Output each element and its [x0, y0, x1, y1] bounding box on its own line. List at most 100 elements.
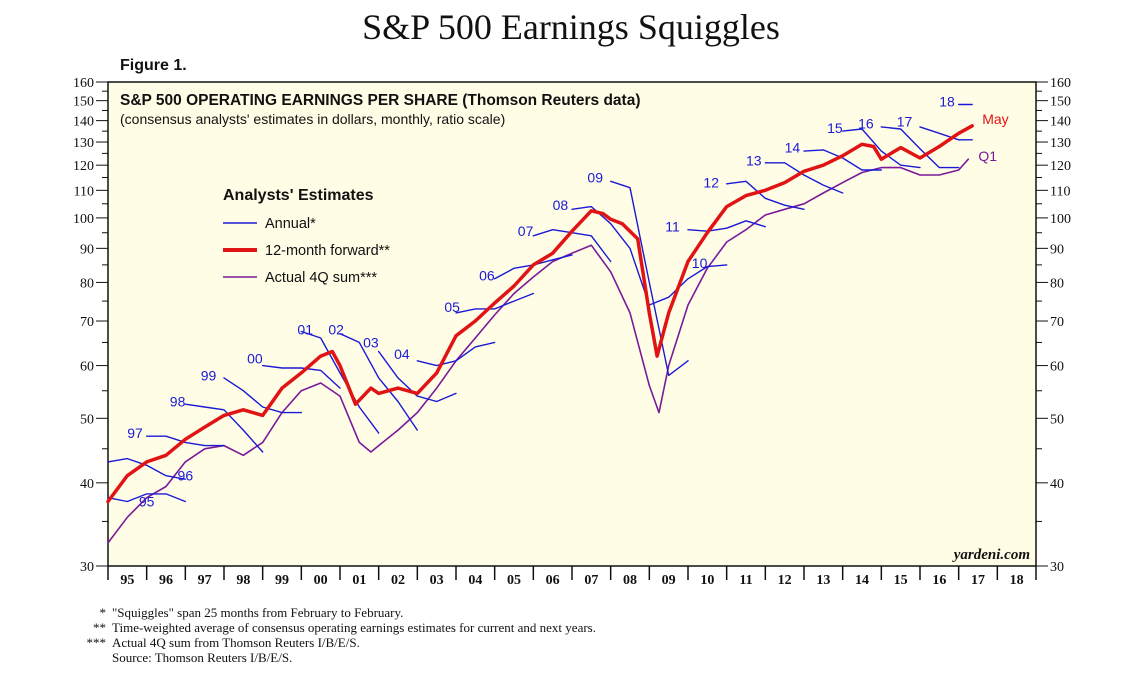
- x-tick-label: 10: [700, 573, 714, 588]
- footnotes: * "Squiggles" span 25 months from Februa…: [78, 605, 596, 665]
- forward-12m-line: [106, 124, 974, 504]
- squiggle-label-14: 14: [785, 140, 801, 156]
- y-tick-label-left: 150: [73, 95, 94, 110]
- chart-subtitle: (consensus analysts' estimates in dollar…: [120, 111, 505, 127]
- x-tick-label: 18: [1010, 573, 1024, 588]
- y-tick-label-right: 50: [1050, 412, 1064, 427]
- y-tick-label-left: 140: [73, 115, 94, 130]
- squiggle-label-07: 07: [518, 223, 534, 239]
- squiggle-label-01: 01: [297, 321, 313, 337]
- y-tick-label-right: 130: [1050, 136, 1071, 151]
- y-tick-label-right: 30: [1050, 560, 1064, 575]
- y-tick-label-left: 70: [80, 315, 94, 330]
- footnote-source: Source: Thomson Reuters I/B/E/S.: [112, 650, 293, 665]
- annual-squiggle-16: [880, 126, 960, 169]
- squiggle-label-96: 96: [178, 468, 194, 484]
- x-tick-label: 98: [236, 573, 250, 588]
- x-tick-label: 15: [894, 573, 908, 588]
- y-tick-label-right: 80: [1050, 276, 1064, 291]
- x-tick-label: 96: [159, 573, 173, 588]
- squiggle-label-00: 00: [247, 350, 263, 366]
- y-tick-label-right: 60: [1050, 360, 1064, 375]
- squiggle-label-10: 10: [692, 255, 708, 271]
- y-tick-label-left: 120: [73, 159, 94, 174]
- footnote-2: ** Time-weighted average of consensus op…: [93, 620, 596, 635]
- forward-end-label: May: [982, 111, 1008, 127]
- annual-squiggle-03: [378, 350, 457, 403]
- y-tick-label-left: 160: [73, 76, 94, 91]
- y-tick-label-left: 80: [80, 276, 94, 291]
- y-tick-label-right: 110: [1050, 184, 1070, 199]
- x-tick-label: 08: [623, 573, 637, 588]
- annual-squiggle-17: [919, 126, 973, 141]
- series-lines: [106, 103, 974, 544]
- y-tick-label-right: 90: [1050, 242, 1064, 257]
- squiggle-label-04: 04: [394, 346, 410, 362]
- annual-squiggle-12: [726, 180, 805, 211]
- squiggle-label-15: 15: [827, 120, 843, 136]
- y-tick-label-left: 90: [80, 242, 94, 257]
- annual-squiggle-97: [145, 435, 225, 447]
- x-tick-label: 13: [816, 573, 830, 588]
- footnote-3: *** Actual 4Q sum from Thomson Reuters I…: [86, 635, 360, 650]
- annual-squiggle-15: [842, 128, 921, 169]
- y-tick-label-right: 120: [1050, 159, 1071, 174]
- y-tick-label-left: 50: [80, 412, 94, 427]
- actual-4q-line: [107, 158, 970, 544]
- y-tick-label-right: 100: [1050, 212, 1071, 227]
- squiggle-label-03: 03: [363, 334, 379, 350]
- legend-label-forward: 12-month forward**: [265, 243, 390, 259]
- x-tick-label: 09: [662, 573, 676, 588]
- annual-squiggle-13: [764, 162, 844, 194]
- y-tick-label-right: 70: [1050, 315, 1064, 330]
- x-tick-label: 12: [778, 573, 792, 588]
- annual-squiggle-96: [107, 457, 187, 480]
- annual-squiggle-11: [687, 220, 766, 232]
- x-tick-label: 07: [584, 573, 598, 588]
- annual-squiggle-98: [184, 403, 264, 453]
- annual-squiggle-10: [648, 264, 728, 306]
- x-tick-label: 03: [430, 573, 444, 588]
- x-tick-label: 95: [120, 573, 134, 588]
- legend-label-actual: Actual 4Q sum***: [265, 270, 377, 286]
- annual-squiggle-99: [223, 377, 302, 414]
- squiggle-label-11: 11: [665, 219, 680, 235]
- y-tick-label-left: 130: [73, 136, 94, 151]
- source-label: yardeni.com: [952, 547, 1030, 563]
- footnote-1: * "Squiggles" span 25 months from Februa…: [99, 605, 404, 620]
- squiggle-label-99: 99: [201, 367, 217, 383]
- figure-label: Figure 1.: [120, 57, 187, 74]
- annual-squiggle-14: [803, 149, 882, 171]
- squiggle-label-02: 02: [328, 321, 344, 337]
- x-tick-label: 01: [352, 573, 366, 588]
- squiggle-label-17: 17: [897, 114, 913, 130]
- x-tick-label: 04: [468, 573, 482, 588]
- annual-squiggle-05: [455, 292, 534, 314]
- y-tick-label-left: 40: [80, 477, 94, 492]
- page-title: S&P 500 Earnings Squiggles: [362, 7, 780, 47]
- squiggle-label-13: 13: [746, 152, 762, 168]
- plot-area: [107, 81, 1037, 567]
- x-tick-label: 05: [507, 573, 521, 588]
- squiggle-label-98: 98: [170, 393, 186, 409]
- squiggle-label-09: 09: [587, 169, 603, 185]
- y-tick-label-left: 110: [74, 184, 94, 199]
- squiggle-label-18: 18: [939, 94, 955, 110]
- squiggle-label-16: 16: [858, 116, 874, 132]
- chart-title: S&P 500 OPERATING EARNINGS PER SHARE (Th…: [120, 92, 641, 109]
- legend: Analysts' Estimates Annual* 12-month for…: [223, 187, 390, 286]
- y-tick-label-right: 40: [1050, 477, 1064, 492]
- squiggle-label-12: 12: [703, 175, 719, 191]
- squiggle-labels: 95 96 97 98 99 00 01 02 03 04 05 06 07 08 09 10 11 12 13 14…: [127, 94, 955, 510]
- annual-squiggle-08: [571, 205, 650, 306]
- annual-squiggle-04: [416, 341, 496, 367]
- squiggle-label-95: 95: [139, 493, 155, 509]
- squiggle-label-06: 06: [479, 267, 495, 283]
- legend-title: Analysts' Estimates: [223, 187, 374, 204]
- x-tick-label: 99: [275, 573, 289, 588]
- y-tick-label-left: 30: [80, 560, 94, 575]
- annual-squiggle-01: [300, 330, 380, 434]
- y-tick-label-left: 60: [80, 360, 94, 375]
